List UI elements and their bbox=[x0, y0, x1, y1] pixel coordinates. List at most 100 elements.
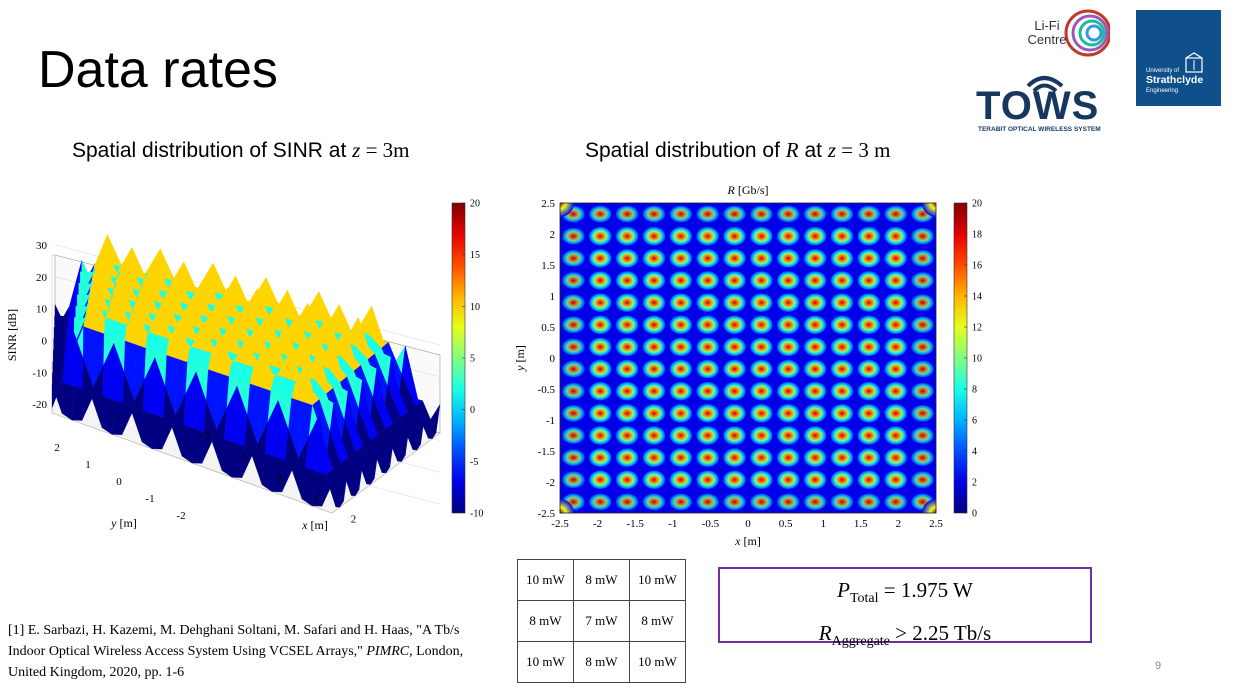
heatmap-spot bbox=[642, 226, 666, 246]
heatmap-corner-spot bbox=[560, 499, 574, 513]
heatmap-spot bbox=[696, 205, 719, 223]
heatmap-y-tick: 2 bbox=[550, 229, 556, 241]
surface-x-label: x [m] bbox=[301, 518, 328, 532]
heatmap-spot bbox=[615, 293, 639, 312]
tows-logo: TOWS TERABIT OPTICAL WIRELESS SYSTEM bbox=[976, 64, 1116, 138]
heatmap-colorbar-tick: 2 bbox=[972, 478, 977, 489]
lifi-line1: Li-Fi bbox=[1034, 18, 1060, 33]
heatmap-spot bbox=[723, 293, 746, 312]
heatmap-spot bbox=[669, 337, 693, 357]
heatmap-spot bbox=[911, 427, 934, 444]
heatmap-spot bbox=[830, 205, 854, 223]
heatmap-spot bbox=[830, 271, 854, 290]
right-subtitle-mid: at bbox=[798, 139, 828, 162]
heatmap-spot bbox=[750, 226, 773, 246]
lifi-centre-logo: Li-Fi Centre bbox=[1010, 8, 1110, 58]
heatmap-spot bbox=[777, 293, 800, 312]
heatmap-spot bbox=[803, 337, 827, 357]
power-table-cell: 8 mW bbox=[517, 600, 574, 642]
lifi-rings-icon bbox=[1064, 9, 1110, 57]
heatmap-spot bbox=[589, 404, 612, 423]
heatmap-spot bbox=[884, 271, 907, 290]
heatmap-spot bbox=[750, 337, 773, 357]
heatmap-spot bbox=[615, 315, 639, 335]
right-subtitle-var2: z bbox=[827, 138, 836, 162]
heatmap-spot bbox=[723, 404, 746, 423]
heatmap-spot bbox=[830, 493, 854, 511]
heatmap-spot bbox=[589, 226, 612, 246]
heatmap-spot bbox=[777, 448, 800, 467]
heatmap-spot bbox=[642, 493, 666, 511]
heatmap-spot bbox=[723, 337, 746, 357]
surface-y-tick: 0 bbox=[116, 476, 122, 488]
surface-colorbar-tick: 10 bbox=[470, 302, 480, 313]
heatmap-spot bbox=[723, 359, 746, 379]
heatmap-spot bbox=[777, 359, 800, 379]
heatmap-colorbar-tick: 6 bbox=[972, 416, 977, 427]
heatmap-spot bbox=[696, 293, 719, 312]
surface-y-label: y [m] bbox=[110, 516, 137, 530]
surface-colorbar-tick: 20 bbox=[470, 199, 480, 210]
heatmap-spot bbox=[589, 271, 612, 290]
strath-line2: Strathclyde bbox=[1146, 74, 1204, 86]
heatmap-spot bbox=[884, 381, 907, 401]
surface-patch bbox=[151, 414, 164, 450]
heatmap-spot bbox=[857, 359, 881, 379]
surface-patch bbox=[71, 385, 83, 421]
heatmap-x-tick: -1.5 bbox=[626, 518, 644, 530]
power-table-cell: 10 mW bbox=[629, 641, 686, 683]
heatmap-spot bbox=[830, 470, 854, 490]
power-table-cell: 10 mW bbox=[517, 559, 574, 601]
r-value: > 2.25 Tb/s bbox=[889, 621, 992, 646]
heatmap-spot bbox=[642, 381, 666, 401]
heatmap-spot bbox=[615, 381, 639, 401]
surface-x-tick: 2 bbox=[351, 514, 357, 526]
power-table-row: 8 mW 7 mW 8 mW bbox=[517, 600, 686, 642]
heatmap-spot bbox=[830, 359, 854, 379]
p-value: = 1.975 W bbox=[878, 578, 973, 602]
surface-y-tick: 1 bbox=[85, 459, 91, 471]
heatmap-spot bbox=[696, 448, 719, 467]
heatmap-spot bbox=[803, 381, 827, 401]
heatmap-x-tick: 0 bbox=[745, 518, 751, 530]
heatmap-colorbar-tick: 0 bbox=[972, 509, 977, 520]
heatmap-spot bbox=[750, 381, 773, 401]
heatmap-spot bbox=[911, 360, 934, 378]
heatmap-spot bbox=[696, 493, 719, 511]
heatmap-spot bbox=[830, 315, 854, 335]
heatmap-x-tick: -1 bbox=[668, 518, 677, 530]
heatmap-spot bbox=[911, 316, 934, 334]
heatmap-spot bbox=[884, 470, 907, 490]
heatmap-colorbar-tick: 16 bbox=[972, 261, 982, 272]
heatmap-spot bbox=[615, 448, 639, 467]
heatmap-spot bbox=[642, 470, 666, 490]
heatmap-spot bbox=[911, 382, 934, 400]
heatmap-spot bbox=[750, 493, 773, 511]
heatmap-title: R [Gb/s] bbox=[726, 183, 768, 197]
surface-x-tick: 0 bbox=[277, 472, 283, 484]
surface-y-tick: -1 bbox=[145, 493, 154, 505]
heatmap-y-tick: 0 bbox=[550, 353, 556, 365]
power-table-cell: 7 mW bbox=[573, 600, 630, 642]
heatmap-x-tick: 2.5 bbox=[929, 518, 943, 530]
reference-venue: PIMRC bbox=[366, 644, 410, 659]
heatmap-spot bbox=[750, 271, 773, 290]
surface-colorbar-tick: 0 bbox=[470, 405, 475, 416]
heatmap-spot bbox=[803, 470, 827, 490]
heatmap-spot bbox=[803, 205, 827, 223]
heatmap-spot bbox=[857, 293, 881, 312]
heatmap-spot bbox=[642, 249, 666, 268]
surface-z-tick: 30 bbox=[36, 240, 48, 252]
heatmap-spot bbox=[830, 381, 854, 401]
heatmap-spot bbox=[777, 381, 800, 401]
heatmap-spot bbox=[615, 271, 639, 290]
heatmap-spot bbox=[615, 226, 639, 246]
heatmap-spot bbox=[669, 359, 693, 379]
surface-z-tick: -20 bbox=[32, 399, 47, 411]
heatmap-spot bbox=[589, 315, 612, 335]
heatmap-spot bbox=[696, 249, 719, 268]
heatmap-spot bbox=[803, 448, 827, 467]
p-subscript: Total bbox=[849, 591, 879, 607]
